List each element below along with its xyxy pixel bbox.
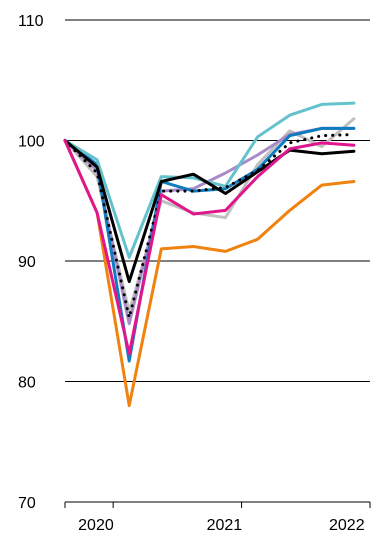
x-axis: 2020 2021 2022 (64, 501, 371, 534)
series-line-1 (63, 139, 356, 408)
y-axis-tick-labels: 70 80 90 100 110 (18, 13, 45, 512)
series-line-4 (63, 126, 356, 363)
x-tick-label: 2022 (329, 517, 365, 534)
series-line-7 (63, 133, 356, 320)
x-tick-label: 2021 (207, 517, 243, 534)
y-tick-label: 80 (18, 375, 36, 392)
y-tick-label: 100 (18, 134, 45, 151)
x-tick-label: 2020 (78, 517, 114, 534)
y-tick-label: 90 (18, 254, 36, 271)
series-line-6 (63, 139, 356, 283)
series-lines (63, 101, 356, 408)
y-tick-label: 110 (18, 13, 44, 30)
y-tick-label: 70 (18, 495, 36, 512)
series-line-8 (63, 139, 356, 356)
